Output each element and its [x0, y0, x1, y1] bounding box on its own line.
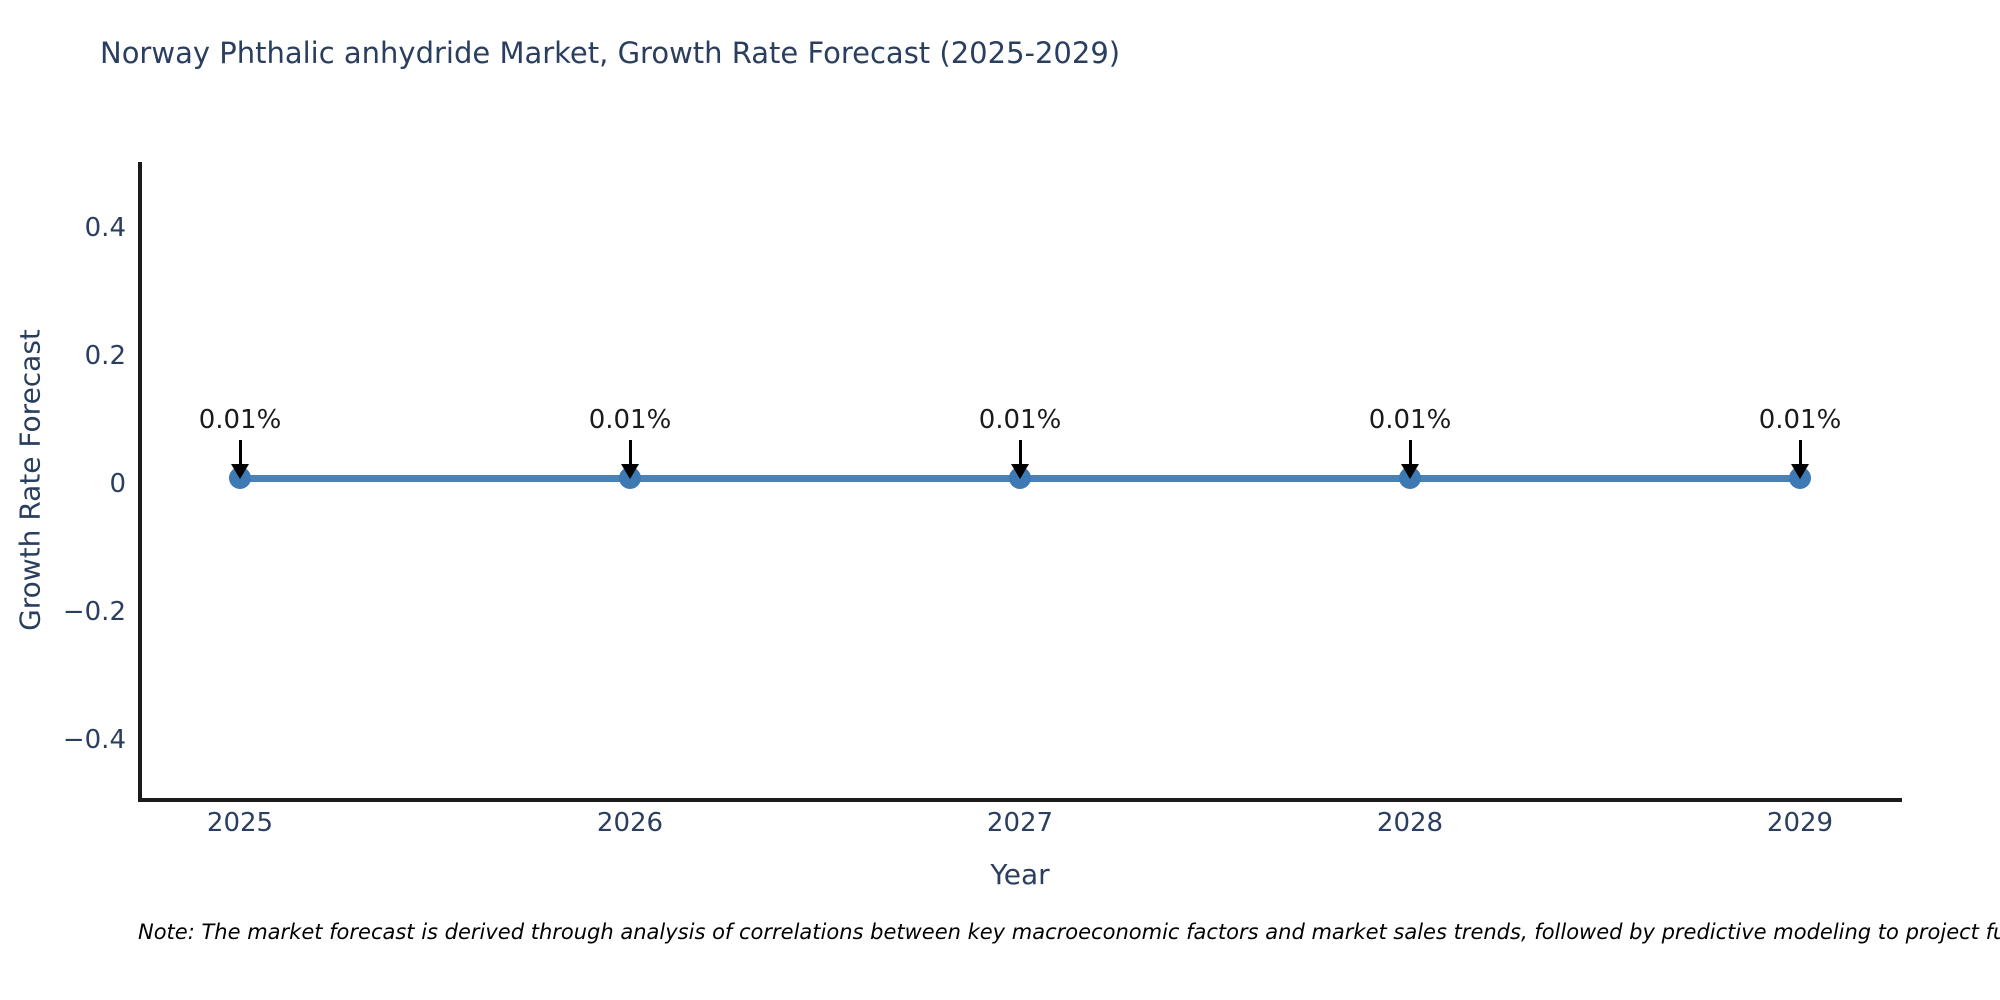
annotation-arrow-head: [1401, 464, 1419, 479]
annotation-arrow-head: [621, 464, 639, 479]
annotation-arrow-head: [1791, 464, 1809, 479]
annotation-arrow-shaft: [1019, 440, 1022, 466]
data-point-annotation: 0.01%: [198, 405, 282, 435]
data-point-annotation: 0.01%: [1758, 405, 1842, 435]
data-point-annotation: 0.01%: [1368, 405, 1452, 435]
y-axis-line: [138, 162, 142, 802]
annotation-arrow-shaft: [1409, 440, 1412, 466]
y-tick-label: 0.2: [84, 341, 126, 371]
annotation-arrow-head: [1011, 464, 1029, 479]
x-tick-label: 2028: [1376, 808, 1444, 838]
x-tick-label: 2029: [1766, 808, 1834, 838]
x-axis-line: [138, 798, 1902, 802]
annotation-arrow-shaft: [1799, 440, 1802, 466]
data-point-annotation: 0.01%: [978, 405, 1062, 435]
x-tick-label: 2027: [986, 808, 1054, 838]
annotation-arrow-head: [231, 464, 249, 479]
chart-note: Note: The market forecast is derived thr…: [138, 920, 2000, 944]
x-axis-title: Year: [990, 858, 1050, 891]
y-tick-label: −0.4: [62, 725, 126, 755]
y-tick-label: 0.4: [84, 213, 126, 243]
x-tick-label: 2026: [596, 808, 664, 838]
chart-title: Norway Phthalic anhydride Market, Growth…: [100, 36, 1121, 70]
data-point-annotation: 0.01%: [588, 405, 672, 435]
y-tick-label: 0: [109, 469, 126, 499]
x-tick-label: 2025: [206, 808, 274, 838]
annotation-arrow-shaft: [629, 440, 632, 466]
annotation-arrow-shaft: [239, 440, 242, 466]
y-tick-label: −0.2: [62, 597, 126, 627]
